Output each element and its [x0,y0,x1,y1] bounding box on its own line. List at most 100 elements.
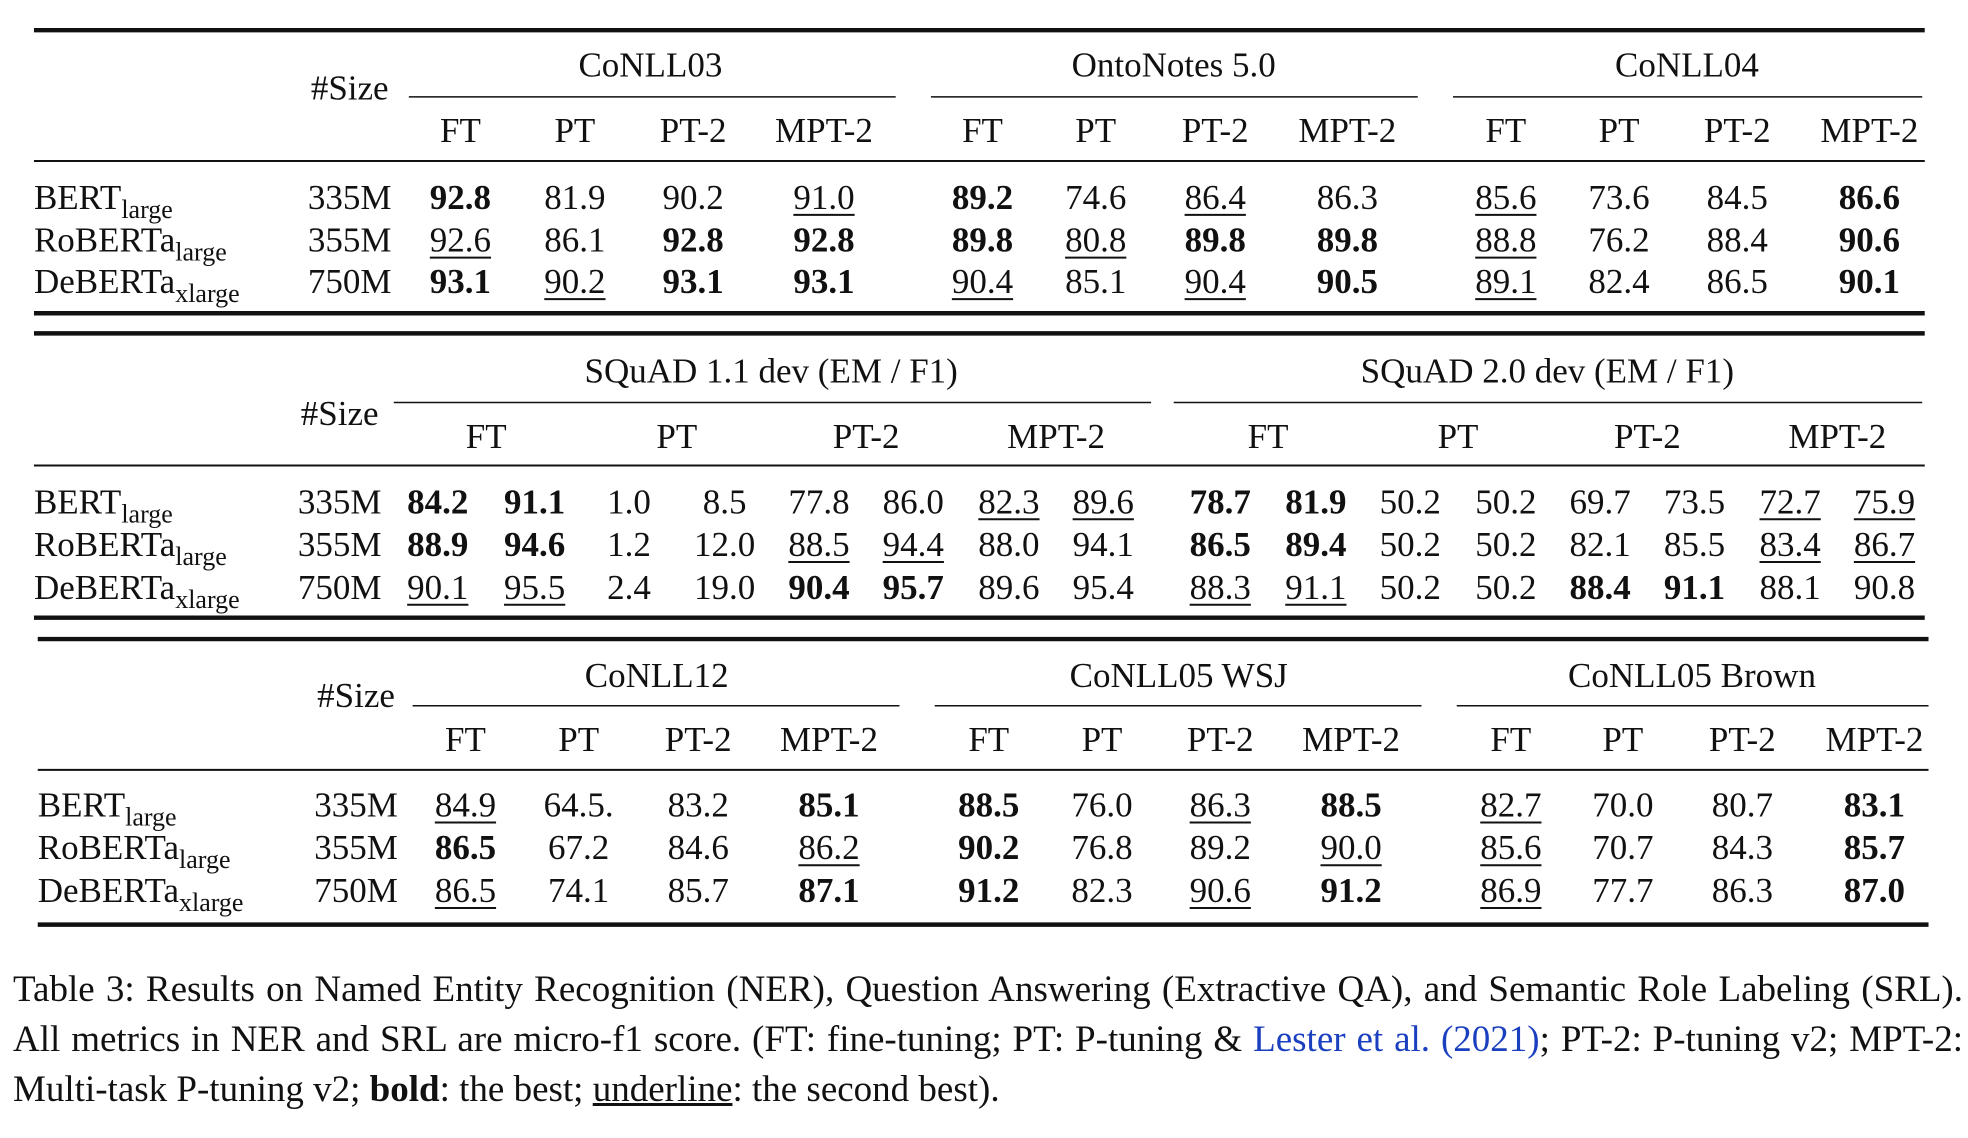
cell-value: 86.7 [1854,525,1915,564]
caption-bold: bold [369,1069,440,1110]
model-name: DeBERTaxlarge [38,871,244,917]
method-header: MPT-2 [1007,417,1105,456]
cell-value: 86.9 [1480,871,1541,910]
model-subscript: large [175,542,227,571]
method-header: PT [558,720,599,759]
cell-value: 90.5 [1317,262,1378,301]
cell-value: 70.0 [1592,785,1653,824]
model-base: DeBERTa [38,871,180,910]
model-size: 750M [298,568,382,607]
method-header: FT [962,111,1003,150]
cell-value: 77.8 [788,482,849,521]
cell-value: 75.9 [1854,482,1915,521]
cell-value: 50.2 [1475,482,1536,521]
cell-value: 86.1 [544,221,605,260]
cell-value: 94.1 [1073,525,1134,564]
size-header: #Size [301,394,379,433]
method-header: PT [1602,720,1643,759]
caption-underline: underline [592,1069,733,1110]
cell-value: 81.9 [544,178,605,217]
model-base: BERT [38,785,125,824]
cell-value: 87.0 [1844,871,1905,910]
method-header: PT-2 [833,417,900,456]
method-header: PT [1075,111,1116,150]
model-base: DeBERTa [34,568,176,607]
cell-value: 90.8 [1854,568,1915,607]
method-header: FT [466,417,507,456]
cell-value: 87.1 [798,871,859,910]
cell-value: 89.8 [1185,221,1246,260]
cell-value: 95.4 [1073,568,1134,607]
cell-value: 85.1 [798,785,859,824]
cell-value: 82.7 [1480,785,1541,824]
cell-value: 86.5 [435,828,496,867]
model-size: 335M [314,785,398,824]
model-size: 355M [314,828,398,867]
cell-value: 91.1 [504,482,565,521]
model-size: 335M [298,482,382,521]
caption-text: Table 3: Results on Named Entity Recogni… [13,969,1963,1060]
results-table: #Size CoNLL03 FT PT PT-2 MPT-2 OntoNotes 5.0 FT… [33,27,1929,927]
model-base: BERT [34,178,121,217]
method-header: PT [1438,417,1479,456]
cell-value: 69.7 [1570,482,1631,521]
cell-value: 88.9 [407,525,468,564]
model-base: RoBERTa [34,221,176,260]
model-subscript: xlarge [179,888,244,917]
cell-value: 84.6 [668,828,729,867]
cell-value: 85.6 [1480,828,1541,867]
cell-value: 88.3 [1190,568,1251,607]
cell-value: 82.4 [1588,262,1649,301]
cell-value: 88.5 [788,525,849,564]
method-header: PT-2 [665,720,732,759]
cell-value: 91.1 [1664,568,1725,607]
model-base: RoBERTa [38,828,180,867]
cell-value: 92.8 [430,178,491,217]
citation-year[interactable]: (2021) [1440,1019,1540,1060]
caption-text: ; PT-2: P-tuning v2; MPT-2: Multi-task P… [13,1019,1963,1110]
cell-value: 89.2 [1190,828,1251,867]
method-header: PT [554,111,595,150]
model-name: RoBERTalarge [34,525,227,571]
cell-value: 90.2 [544,262,605,301]
method-header: PT-2 [1182,111,1249,150]
cell-value: 86.6 [1839,178,1900,217]
cell-value: 92.8 [793,221,854,260]
cell-value: 90.2 [958,828,1019,867]
cell-value: 88.4 [1707,221,1768,260]
model-subscript: large [175,238,227,267]
cell-value: 86.3 [1317,178,1378,217]
method-header: PT-2 [1187,720,1254,759]
model-subscript: large [121,499,173,528]
method-header: MPT-2 [1302,720,1400,759]
cell-value: 74.1 [548,871,609,910]
model-subscript: large [179,845,231,874]
cell-value: 95.5 [504,568,565,607]
citation-link[interactable]: Lester et al. [1253,1019,1431,1060]
cell-value: 85.1 [1065,262,1126,301]
cell-value: 86.0 [883,482,944,521]
cell-value: 86.2 [798,828,859,867]
model-name: BERTlarge [38,785,177,831]
cell-value: 90.6 [1190,871,1251,910]
cell-value: 93.1 [663,262,724,301]
cell-value: 83.1 [1844,785,1905,824]
method-header: MPT-2 [1298,111,1396,150]
cell-value: 86.4 [1185,178,1246,217]
cell-value: 93.1 [793,262,854,301]
cell-value: 89.8 [1317,221,1378,260]
group-header: CoNLL12 [585,656,729,695]
method-header: FT [968,720,1009,759]
cell-value: 89.1 [1475,262,1536,301]
cell-value: 88.1 [1760,568,1821,607]
cell-value: 82.1 [1570,525,1631,564]
model-name: RoBERTalarge [34,221,227,267]
cell-value: 12.0 [694,525,755,564]
cell-value: 76.0 [1071,785,1132,824]
cell-value: 70.7 [1592,828,1653,867]
model-subscript: large [125,802,177,831]
model-size: 335M [308,178,392,217]
cell-value: 86.3 [1712,871,1773,910]
method-header: MPT-2 [780,720,878,759]
